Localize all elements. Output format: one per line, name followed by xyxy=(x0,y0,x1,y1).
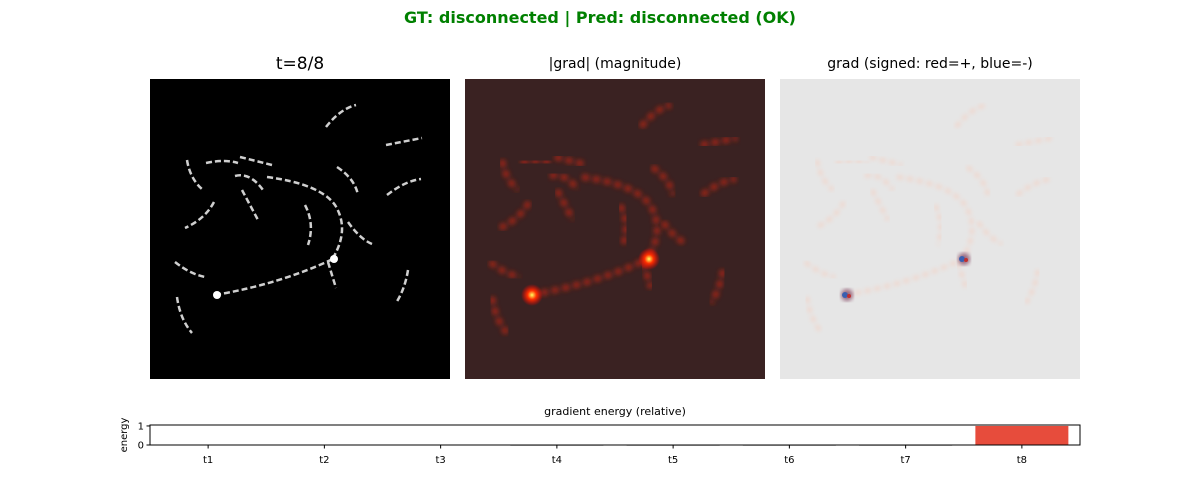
gradient-stroke xyxy=(700,176,737,198)
signed-gradient-stroke xyxy=(803,260,836,279)
filament-stroke xyxy=(385,136,423,147)
filament-stroke xyxy=(174,261,206,279)
panel-title-input: t=8/8 xyxy=(275,54,325,74)
negative-spot xyxy=(842,292,848,298)
signed-gradient-stroke xyxy=(976,220,1003,246)
gradient-hotspot xyxy=(638,248,660,270)
signed-gradient-stroke xyxy=(870,189,890,221)
x-tick-label: t4 xyxy=(552,455,562,466)
x-tick-label: t2 xyxy=(319,455,329,466)
x-tick-label: t1 xyxy=(203,455,213,466)
gradient-stroke xyxy=(617,203,629,246)
signed-gradient-stroke xyxy=(954,103,987,129)
gradient-hotspot xyxy=(521,284,543,306)
filament-stroke xyxy=(266,175,344,259)
signed-gradient-stroke xyxy=(1015,177,1052,197)
bar-t8 xyxy=(975,425,1069,445)
signed-gradient-stroke xyxy=(815,159,835,192)
filament-stroke xyxy=(336,165,360,196)
signed-gradient-stroke xyxy=(933,204,943,246)
x-tick-label: t8 xyxy=(1017,455,1027,466)
gradient-stroke xyxy=(650,164,676,196)
gradient-stroke xyxy=(554,154,588,168)
plot-frame xyxy=(149,424,1081,446)
filament-stroke xyxy=(234,174,265,191)
signed-gradient-stroke xyxy=(844,257,964,297)
filament-stroke xyxy=(386,177,422,196)
filament-stroke xyxy=(346,221,373,246)
filament-stroke xyxy=(326,261,338,289)
signed-gradient-stroke xyxy=(869,155,903,167)
gradient-stroke xyxy=(529,256,650,298)
x-tick-label: t7 xyxy=(900,455,910,466)
figure-title: GT: disconnected | Pred: disconnected (O… xyxy=(404,8,796,27)
x-tick-label: t3 xyxy=(435,455,445,466)
endpoint-dot xyxy=(213,291,221,299)
gradient-stroke xyxy=(638,102,672,129)
filament-stroke xyxy=(205,159,239,165)
filament-stroke xyxy=(175,296,193,334)
filament-stroke xyxy=(240,189,260,221)
panel-title-signed: grad (signed: red=+, blue=-) xyxy=(827,56,1033,72)
gradient-stroke xyxy=(520,158,554,166)
y-tick-label: 1 xyxy=(138,421,144,432)
filament-stroke xyxy=(394,269,410,304)
negative-spot xyxy=(959,256,965,262)
gradient-stroke xyxy=(488,259,521,280)
positive-spot xyxy=(847,294,851,298)
panel-title-magnitude: |grad| (magnitude) xyxy=(548,56,682,72)
signed-gradient-stroke xyxy=(896,175,974,260)
endpoint-dot xyxy=(330,255,338,263)
bar-chart-title: gradient energy (relative) xyxy=(544,405,686,418)
filament-stroke xyxy=(303,204,313,246)
input-image xyxy=(150,79,450,379)
filament-stroke xyxy=(325,103,357,128)
grad-signed-image xyxy=(780,79,1080,379)
signed-gradient-stroke xyxy=(965,165,990,196)
signed-gradient-stroke xyxy=(1024,269,1040,305)
filament-stroke xyxy=(239,155,273,167)
signed-gradient-stroke xyxy=(1015,136,1053,147)
gradient-stroke xyxy=(554,188,576,222)
y-tick-label: 0 xyxy=(138,441,144,452)
gradient-stroke xyxy=(549,172,581,192)
gradient-stroke xyxy=(660,220,689,247)
signed-gradient-stroke xyxy=(956,261,968,289)
filament-stroke xyxy=(214,257,334,297)
y-axis-label: energy xyxy=(119,417,130,452)
signed-gradient-stroke xyxy=(835,159,869,165)
grad-magnitude-image xyxy=(465,79,765,379)
gradient-stroke xyxy=(499,159,521,193)
gradient-stroke xyxy=(581,174,660,260)
gradient-stroke xyxy=(498,200,532,231)
x-tick-label: t5 xyxy=(668,455,678,466)
signed-gradient-stroke xyxy=(864,173,895,192)
gradient-stroke xyxy=(489,296,510,335)
signed-gradient-stroke xyxy=(805,296,824,335)
filament-stroke xyxy=(185,159,204,191)
gradient-stroke xyxy=(708,269,726,305)
signed-gradient-stroke xyxy=(814,201,846,230)
gradient-stroke xyxy=(700,135,738,148)
x-tick-label: t6 xyxy=(784,455,794,466)
energy-bar-chart: gradient energy (relative) energy t1 t2 t3 t4… xyxy=(119,405,1081,466)
positive-spot xyxy=(964,258,968,262)
filament-stroke xyxy=(184,201,216,230)
